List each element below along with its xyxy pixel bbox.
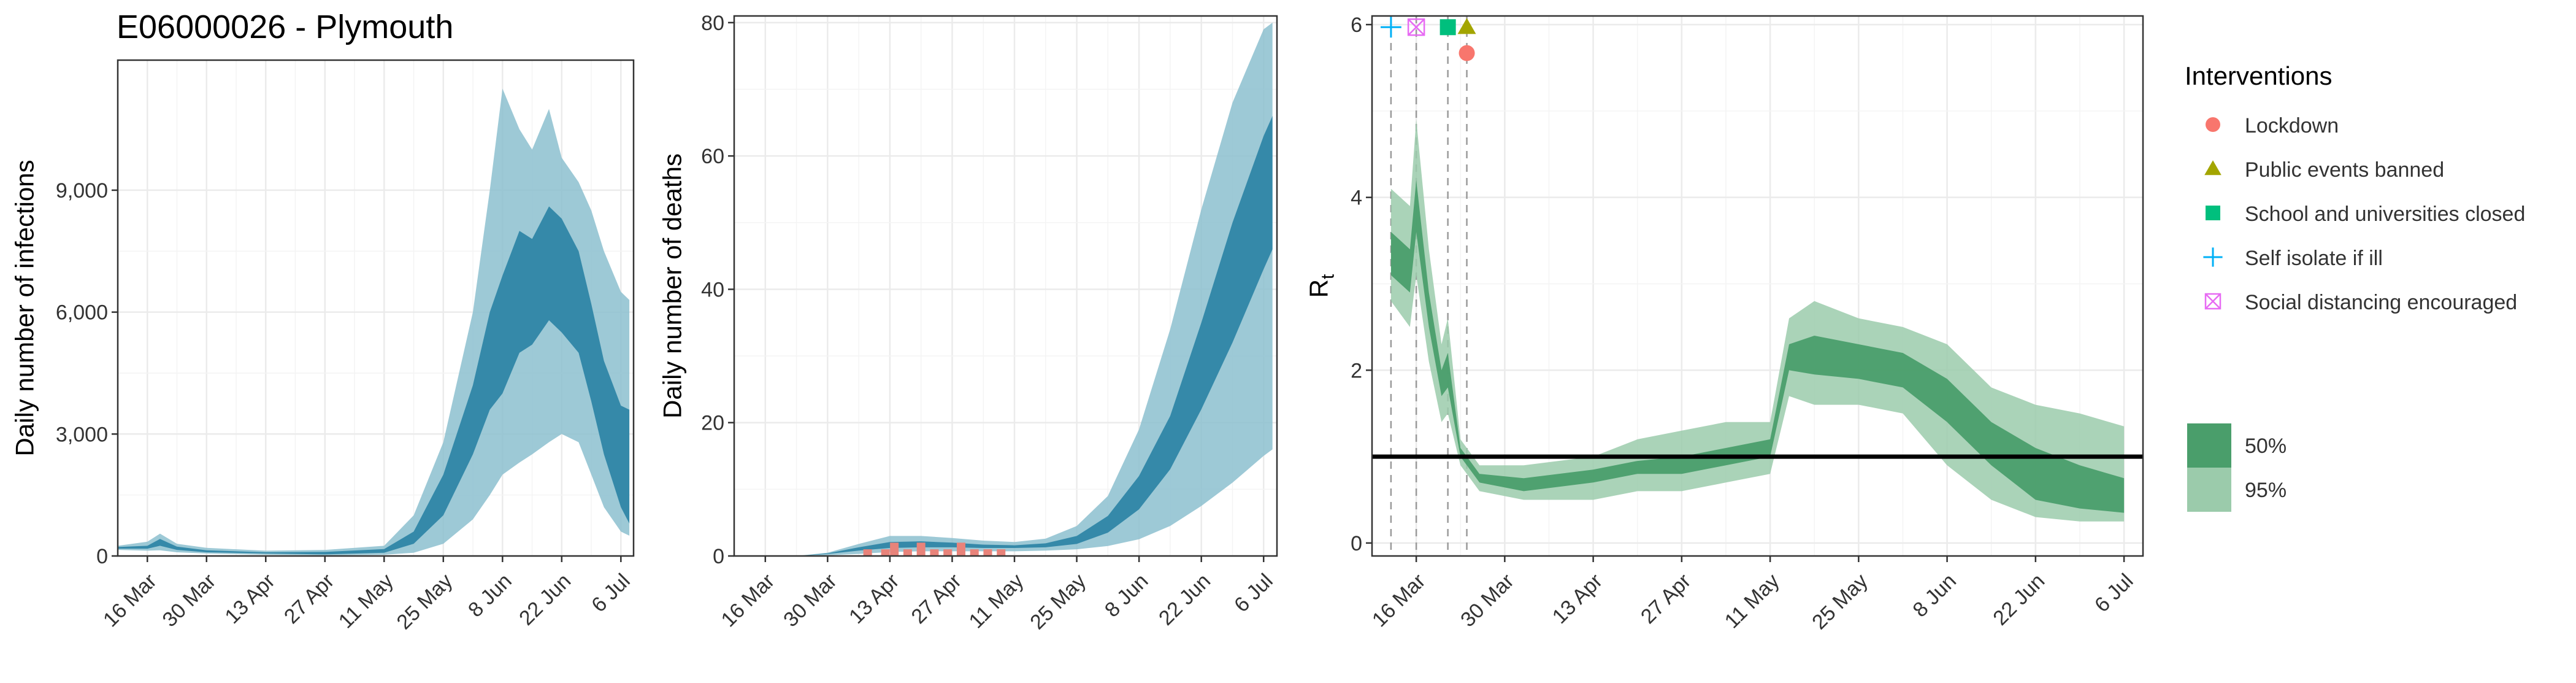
- x-tick-label: 16 Mar: [99, 569, 161, 632]
- legend-item-label: Lockdown: [2245, 114, 2339, 137]
- legend-item-label: Public events banned: [2245, 158, 2444, 182]
- x-tick-label: 22 Jun: [1154, 569, 1215, 630]
- x-tick-label: 30 Mar: [158, 569, 221, 632]
- legend-item-label: Social distancing encouraged: [2245, 291, 2517, 314]
- x-tick-label: 8 Jun: [1100, 569, 1153, 622]
- observed-death-bar: [983, 549, 992, 556]
- x-tick-label: 22 Jun: [1988, 569, 2049, 630]
- x-tick-label: 22 Jun: [515, 569, 575, 630]
- ribbon-95pct: [118, 88, 630, 555]
- x-tick-label: 16 Mar: [1368, 569, 1430, 632]
- x-tick-label: 30 Mar: [779, 569, 841, 632]
- legend-key-boxcross: [2204, 293, 2221, 310]
- y-tick-label: 0: [713, 545, 724, 568]
- y-tick-label: 40: [701, 278, 724, 301]
- y-tick-label: 6,000: [56, 301, 108, 325]
- x-tick-label: 6 Jul: [587, 569, 635, 617]
- observed-death-bar: [890, 542, 899, 556]
- legend-interval-label: 95%: [2245, 479, 2287, 502]
- x-tick-label: 13 Apr: [845, 569, 903, 628]
- x-tick-label: 27 Apr: [280, 569, 339, 628]
- y-tick-label: 3,000: [56, 423, 108, 446]
- intervention-marker-square: [1439, 19, 1456, 36]
- deaths-panel-border: [733, 15, 1278, 557]
- x-tick-label: 13 Apr: [1548, 569, 1607, 628]
- legend-item-label: Self isolate if ill: [2245, 247, 2383, 270]
- deaths-y-axis-title: Daily number of deaths: [658, 153, 687, 419]
- x-tick-label: 25 May: [1807, 569, 1873, 635]
- observed-death-bar: [956, 542, 965, 556]
- infections-y-axis-title: Daily number of infections: [10, 160, 39, 456]
- x-tick-label: 27 Apr: [907, 569, 966, 628]
- y-tick-label: 4: [1351, 187, 1362, 210]
- y-tick-label: 9,000: [56, 179, 108, 203]
- legend-item-label: School and universities closed: [2245, 203, 2525, 226]
- observed-death-bar: [970, 549, 979, 556]
- observed-death-bar: [903, 549, 912, 556]
- intervention-marker-boxcross: [1407, 18, 1425, 36]
- x-tick-label: 6 Jul: [1230, 569, 1278, 617]
- x-tick-label: 8 Jun: [1908, 569, 1961, 622]
- y-tick-label: 0: [1351, 532, 1362, 555]
- rt-y-axis-title: Rt: [1305, 274, 1338, 298]
- x-tick-label: 30 Mar: [1456, 569, 1519, 632]
- legend-interval-swatch: [2187, 468, 2231, 512]
- intervention-marker-triangle: [1457, 18, 1476, 34]
- observed-death-bar: [930, 549, 939, 556]
- y-tick-label: 80: [701, 12, 724, 35]
- rt-panel: 0 2 4 6 16 Mar 30 Mar 13 Apr 27 Apr 11 May 25 May…: [1305, 14, 2144, 635]
- y-tick-label: 0: [96, 545, 108, 568]
- x-tick-label: 11 May: [334, 569, 398, 633]
- ribbon-50pct: [118, 206, 630, 555]
- x-tick-label: 11 May: [1720, 569, 1784, 633]
- y-tick-label: 60: [701, 145, 724, 168]
- x-tick-label: 27 Apr: [1636, 569, 1695, 628]
- observed-death-bar: [916, 542, 926, 556]
- legend-interval-swatch: [2187, 423, 2231, 468]
- y-tick-label: 6: [1351, 14, 1362, 37]
- legend-key-circle: [2206, 117, 2220, 132]
- x-tick-label: 16 Mar: [717, 569, 780, 632]
- x-tick-label: 8 Jun: [464, 569, 516, 622]
- legend-key-triangle: [2204, 160, 2221, 176]
- legend-key-plus: [2203, 247, 2223, 267]
- x-tick-label: 25 May: [1025, 569, 1091, 635]
- x-tick-label: 13 Apr: [220, 569, 279, 628]
- intervention-marker-plus: [1381, 17, 1401, 38]
- legend: Interventions Lockdown Public events bann…: [2185, 61, 2525, 512]
- legend-interval-label: 50%: [2245, 434, 2287, 458]
- ribbon-50pct: [1390, 180, 2125, 513]
- x-tick-label: 6 Jul: [2090, 569, 2138, 617]
- intervention-marker-circle: [1459, 45, 1475, 61]
- x-tick-label: 11 May: [965, 569, 1029, 633]
- rt-panel-border: [1371, 15, 2144, 557]
- ribbon-95pct: [796, 22, 1273, 556]
- observed-death-bar: [997, 549, 1006, 556]
- infections-panel-border: [117, 59, 635, 557]
- chart-title: E06000026 - Plymouth: [117, 9, 453, 45]
- legend-key-square: [2206, 206, 2220, 220]
- y-tick-label: 20: [701, 412, 724, 435]
- y-tick-label: 2: [1351, 359, 1362, 382]
- observed-death-bar: [943, 549, 953, 556]
- legend-title: Interventions: [2185, 61, 2332, 90]
- observed-death-bar: [863, 549, 872, 556]
- y-axis-title-subscript: t: [1318, 274, 1338, 279]
- observed-death-bar: [881, 549, 890, 556]
- ribbon-95pct: [1390, 120, 2125, 522]
- x-tick-label: 25 May: [393, 569, 458, 635]
